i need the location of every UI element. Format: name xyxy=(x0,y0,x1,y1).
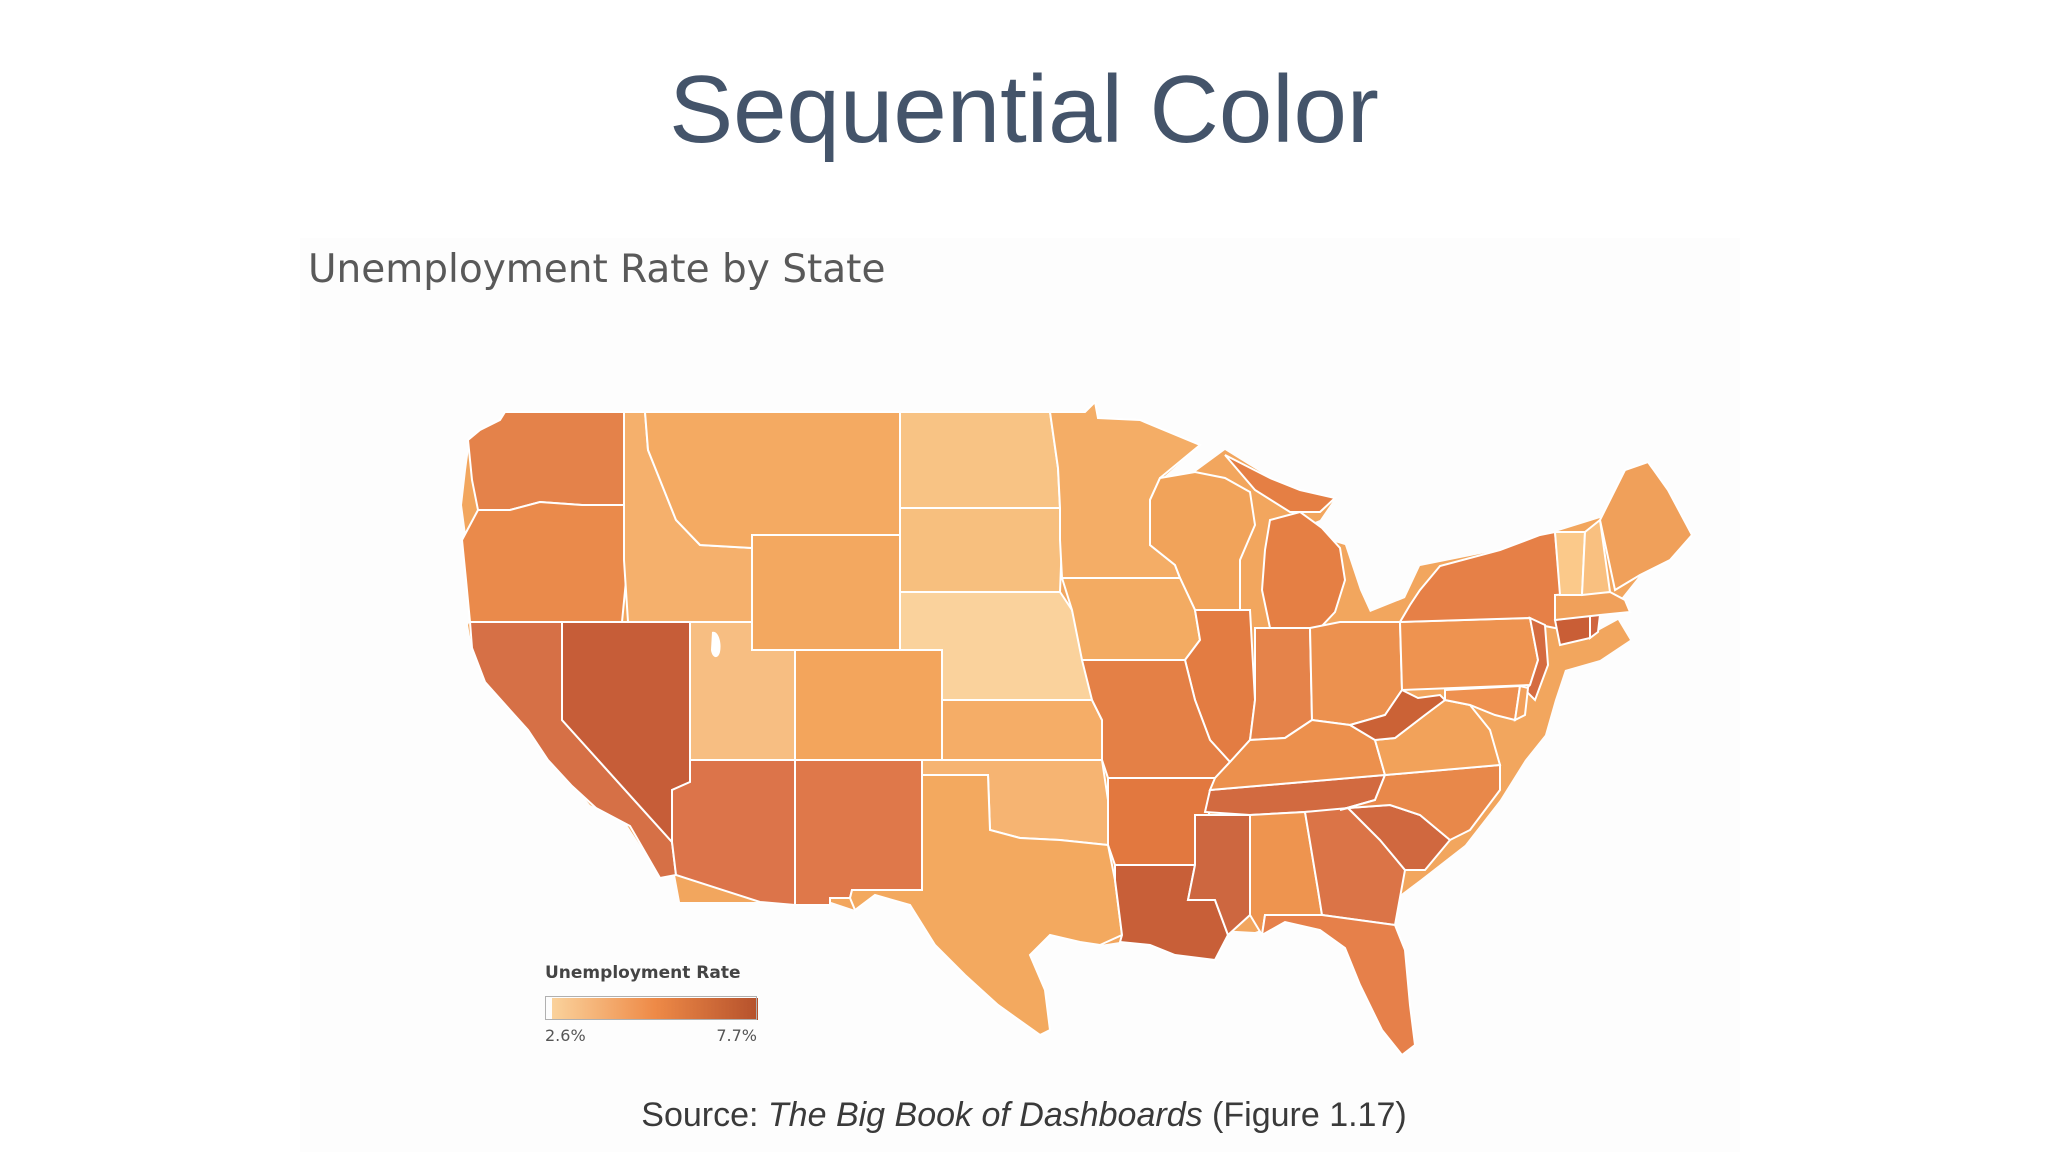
state-pennsylvania xyxy=(1398,616,1540,692)
map-title: Unemployment Rate by State xyxy=(308,247,886,292)
state-north-dakota xyxy=(899,411,1062,509)
source-caption: Source: The Big Book of Dashboards (Figu… xyxy=(0,1098,2048,1132)
map-legend: Unemployment Rate 2.6% 7.7% xyxy=(545,965,775,1046)
legend-labels: 2.6% 7.7% xyxy=(545,1026,757,1046)
state-montana xyxy=(643,411,901,550)
state-new-mexico xyxy=(794,759,923,906)
state-massachusetts xyxy=(1554,590,1632,622)
state-delaware xyxy=(1513,684,1530,722)
legend-max-label: 7.7% xyxy=(716,1026,757,1045)
state-colorado xyxy=(794,649,943,761)
state-washington xyxy=(466,411,625,511)
state-maine xyxy=(1598,460,1694,592)
state-texas xyxy=(848,774,1124,1037)
legend-min-label: 2.6% xyxy=(545,1026,586,1045)
state-vermont xyxy=(1553,531,1587,596)
state-iowa xyxy=(1060,577,1202,661)
source-prefix: Source: xyxy=(641,1096,768,1134)
great-salt-lake xyxy=(711,631,721,658)
slide-title: Sequential Color xyxy=(669,56,1379,163)
state-west-virginia xyxy=(1347,688,1447,742)
state-kansas xyxy=(941,699,1103,761)
state-oregon xyxy=(460,500,630,623)
legend-frame xyxy=(545,996,757,1020)
state-indiana xyxy=(1248,627,1314,742)
state-new-jersey xyxy=(1523,616,1550,702)
state-michigan xyxy=(1224,454,1347,629)
legend-title: Unemployment Rate xyxy=(545,963,741,983)
state-new-hampshire xyxy=(1580,518,1612,597)
state-florida xyxy=(1260,914,1417,1057)
source-suffix: (Figure 1.17) xyxy=(1202,1096,1407,1134)
legend-color-ramp xyxy=(552,998,758,1020)
state-wyoming xyxy=(751,534,901,651)
state-south-dakota xyxy=(899,507,1064,593)
source-book-title: The Big Book of Dashboards xyxy=(767,1096,1203,1134)
